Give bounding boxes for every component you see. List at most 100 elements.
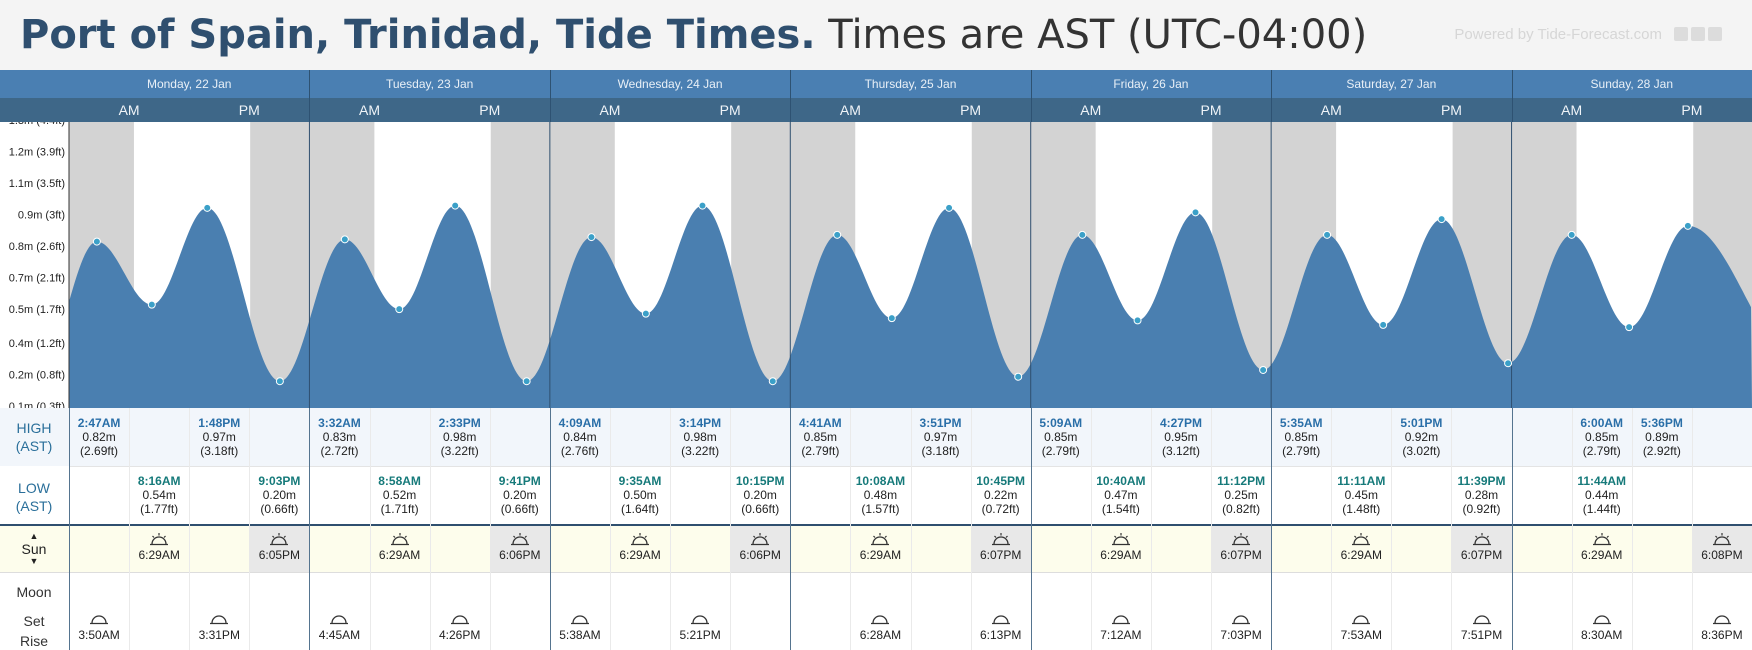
tide-point[interactable] [275,377,284,386]
tide-point[interactable] [147,300,156,309]
high-tide-height: 0.89m [1645,430,1679,444]
high-tide-height: 0.97m [923,430,958,444]
high-tide-time: 5:36PM [1640,416,1683,430]
tide-point[interactable] [1323,230,1332,239]
moonrise-icon [450,615,469,625]
tide-point[interactable] [1133,316,1142,325]
pm-label: PM [1681,102,1703,118]
day-divider [1271,98,1273,122]
sunrise-time: 6:29AM [378,548,421,562]
y-axis-background [0,122,69,408]
tide-point[interactable] [1437,215,1446,224]
sunset-time: 6:06PM [499,548,541,562]
y-tick-label: 1.3m (4.4ft) [9,122,65,127]
moonrise-icon [991,615,1010,625]
tide-point[interactable] [92,237,101,246]
high-tide-time: 4:09AM [558,416,602,430]
low-tide-height: 0.22m [983,488,1018,502]
moonrise-entry: 4:26PM [410,612,510,642]
high-tide-entry: 5:36PM 0.89m (2.92ft) [1612,416,1712,458]
tide-point[interactable] [945,203,954,212]
low-tide-height: 0.45m [1344,488,1378,502]
low-tide-entry: 9:03PM 0.20m (0.66ft) [229,474,329,516]
day-divider [309,408,311,650]
timezone-note: Times are AST (UTC-04:00) [828,12,1368,58]
tide-point[interactable] [587,233,596,242]
high-tide-time: 5:01PM [1400,416,1443,430]
tide-point[interactable] [1379,320,1388,329]
tide-point[interactable] [641,309,650,318]
tide-point[interactable] [1014,372,1023,381]
low-tide-time: 9:35AM [618,474,662,488]
tide-point[interactable] [1683,221,1692,230]
low-tide-height-ft: (1.44ft) [1582,502,1621,516]
moonset-time: 7:12AM [1100,628,1142,642]
low-tide-time: 9:41PM [498,474,541,488]
high-tide-height: 0.82m [82,430,116,444]
tide-point[interactable] [1625,323,1634,332]
tide-area-path [69,205,1752,408]
am-label: AM [1561,102,1583,118]
low-tide-entry: 11:11AM 0.45m (1.48ft) [1311,474,1411,516]
moonrise-time: 4:26PM [439,628,481,642]
y-tick-label: 0.5m (1.7ft) [9,304,65,316]
half-divider [1391,408,1393,650]
sunrise-entry: 6:29AM [1071,532,1171,562]
low-tide-entry: 10:45PM 0.22m (0.72ft) [951,474,1051,516]
tide-point[interactable] [395,305,404,314]
day-divider [1511,70,1513,98]
tide-point[interactable] [1259,365,1268,374]
high-tide-height-ft: (2.79ft) [801,444,840,458]
high-tide-entry: 4:09AM 0.84m (2.76ft) [530,416,630,458]
high-tide-time: 3:14PM [679,416,722,430]
powered-by[interactable]: Powered by Tide-Forecast.com [1454,26,1662,43]
share-icon[interactable] [1708,27,1722,41]
low-tide-height: 0.50m [623,488,657,502]
moonset-time: 8:30AM [1581,628,1623,642]
location-title: Port of Spain, Trinidad, Tide Times. [20,12,816,58]
am-label: AM [1320,102,1342,118]
half-divider [189,408,191,650]
low-tide-time: 11:39PM [1457,474,1506,488]
twitter-icon[interactable] [1691,27,1705,41]
moon-row [0,572,1752,650]
tide-point[interactable] [1191,208,1200,217]
tide-point[interactable] [1504,359,1513,368]
low-tide-entry: 8:58AM 0.52m (1.71ft) [350,474,450,516]
moonset-icon [871,615,890,625]
high-tide-height: 0.98m [443,430,477,444]
tide-point[interactable] [833,230,842,239]
tide-point[interactable] [887,314,896,323]
day-label: Wednesday, 24 Jan [617,77,723,91]
tide-point[interactable] [768,377,777,386]
low-tide-height: 0.20m [503,488,537,502]
row-separator [0,572,1752,573]
high-tide-time: 4:41AM [798,416,842,430]
day-divider [69,408,70,650]
low-tide-height: 0.20m [743,488,777,502]
moonset-icon [1352,615,1371,625]
pm-label: PM [960,102,982,118]
low-tide-entry: 10:40AM 0.47m (1.54ft) [1071,474,1171,516]
facebook-icon[interactable] [1674,27,1688,41]
tide-point[interactable] [1078,230,1087,239]
high-tide-time: 6:00AM [1580,416,1624,430]
tide-point[interactable] [522,377,531,386]
sunset-entry: 6:08PM [1672,532,1752,562]
high-tide-time: 2:47AM [77,416,121,430]
high-tide-height: 0.85m [1585,430,1619,444]
tide-point[interactable] [340,235,349,244]
tide-point[interactable] [1567,230,1576,239]
sunset-entry: 6:07PM [1191,532,1291,562]
high-tide-entry: 5:09AM 0.85m (2.79ft) [1011,416,1111,458]
sunrise-icon [1111,533,1130,546]
tide-point[interactable] [698,201,707,210]
high-tide-height-ft: (3.22ft) [440,444,479,458]
high-tide-entry: 6:00AM 0.85m (2.79ft) [1552,416,1652,458]
tide-point[interactable] [203,203,212,212]
moonrise-icon [210,615,229,625]
tide-point[interactable] [451,201,460,210]
day-divider [1030,98,1032,122]
sunset-icon [751,533,770,546]
low-tide-entry: 9:41PM 0.20m (0.66ft) [470,474,570,516]
